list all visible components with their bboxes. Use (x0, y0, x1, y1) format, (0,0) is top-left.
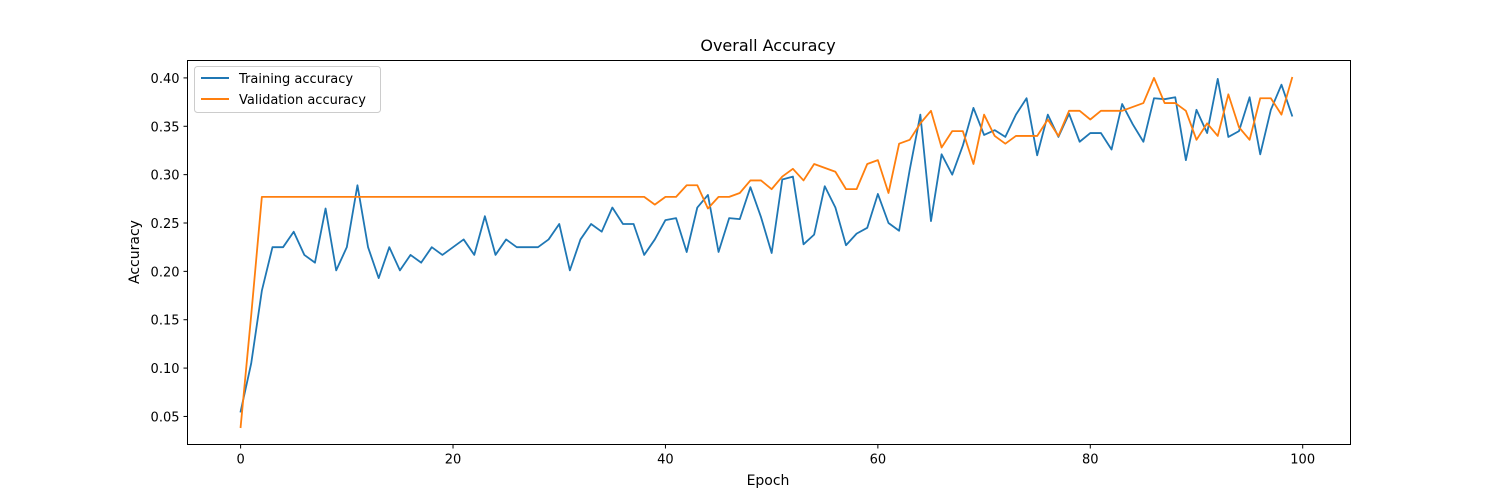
x-tick-label: 40 (657, 453, 674, 468)
legend-label-training: Training accuracy (238, 72, 353, 87)
y-tick-label: 0.05 (151, 410, 180, 425)
y-tick-label: 0.10 (151, 362, 180, 377)
series-lines (239, 76, 1294, 429)
y-axis-label: Accuracy (127, 220, 143, 284)
x-tick-label: 0 (236, 453, 244, 468)
y-axis: 0.05 0.10 0.15 0.20 0.25 0.30 0.35 0.40 (151, 72, 188, 425)
y-tick-label: 0.15 (151, 314, 180, 329)
chart-title: Overall Accuracy (700, 36, 835, 55)
x-axis-label: Epoch (747, 473, 790, 489)
x-axis: 0 20 40 60 80 100 (236, 444, 1315, 468)
x-tick-label: 80 (1082, 453, 1099, 468)
y-tick-label: 0.35 (151, 120, 180, 135)
y-tick-label: 0.40 (151, 72, 180, 87)
y-tick-label: 0.25 (151, 217, 180, 232)
y-tick-label: 0.20 (151, 265, 180, 280)
legend: Training accuracy Validation accuracy (194, 66, 381, 113)
plot-frame (187, 60, 1351, 445)
x-tick-label: 100 (1290, 453, 1315, 468)
x-tick-label: 60 (870, 453, 887, 468)
legend-label-validation: Validation accuracy (239, 93, 366, 108)
x-tick-label: 20 (445, 453, 462, 468)
series-line-training (239, 77, 1294, 413)
legend-box (194, 66, 381, 113)
series-line-validation (239, 76, 1294, 429)
y-tick-label: 0.30 (151, 169, 180, 184)
